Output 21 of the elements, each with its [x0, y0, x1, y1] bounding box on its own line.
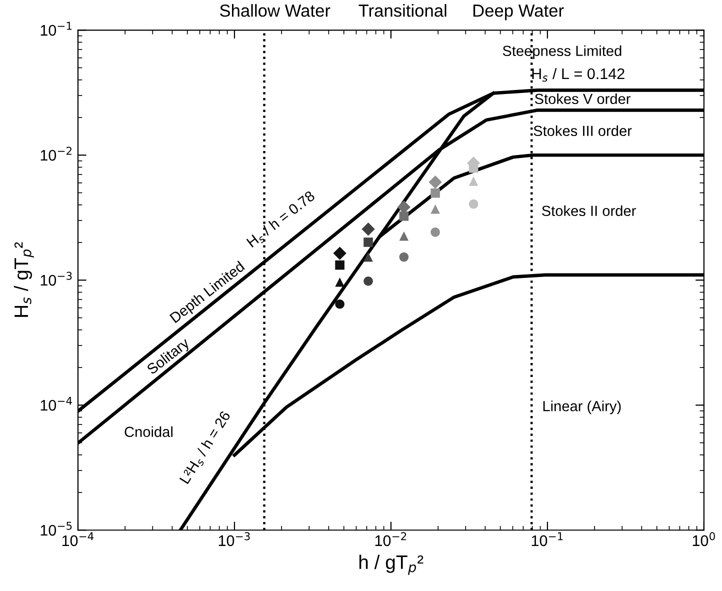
- y-tick-label: 10$^{−2}$: [40, 146, 72, 161]
- annotation: Linear (Airy): [543, 400, 621, 414]
- y-tick-label: 10$^{−4}$: [40, 396, 72, 411]
- annotation: Steepness Limited: [502, 45, 622, 59]
- y-tick-label: 10$^{−1}$: [40, 22, 72, 36]
- text: Deep Water: [473, 4, 564, 20]
- x-tick-label: 10$^{0}$: [692, 532, 715, 546]
- text: Shallow Water: [220, 4, 330, 17]
- annotation: Stokes II order: [542, 205, 636, 216]
- y-tick-label: 10$^{−3}$: [40, 272, 72, 286]
- annotation: Stokes V order: [534, 93, 630, 104]
- annotation: Stokes III order: [534, 125, 632, 136]
- text: Transitional: [358, 4, 446, 17]
- annotation: H$_{s}$ / L = 0.142: [532, 68, 624, 82]
- x-axis-title: h / gT$_{p}$²: [359, 554, 424, 575]
- annotation: Cnoidal: [124, 426, 172, 438]
- x-tick-label: 10$^{−3}$: [218, 532, 250, 546]
- annotation: L²H$_{s}$ / h = 26: [178, 410, 233, 486]
- y-axis-title: H$_{s}$ / gT$_{p}$²: [14, 242, 34, 317]
- x-tick-label: 10$^{−1}$: [532, 532, 563, 546]
- x-tick-label: 10$^{−2}$: [375, 532, 406, 546]
